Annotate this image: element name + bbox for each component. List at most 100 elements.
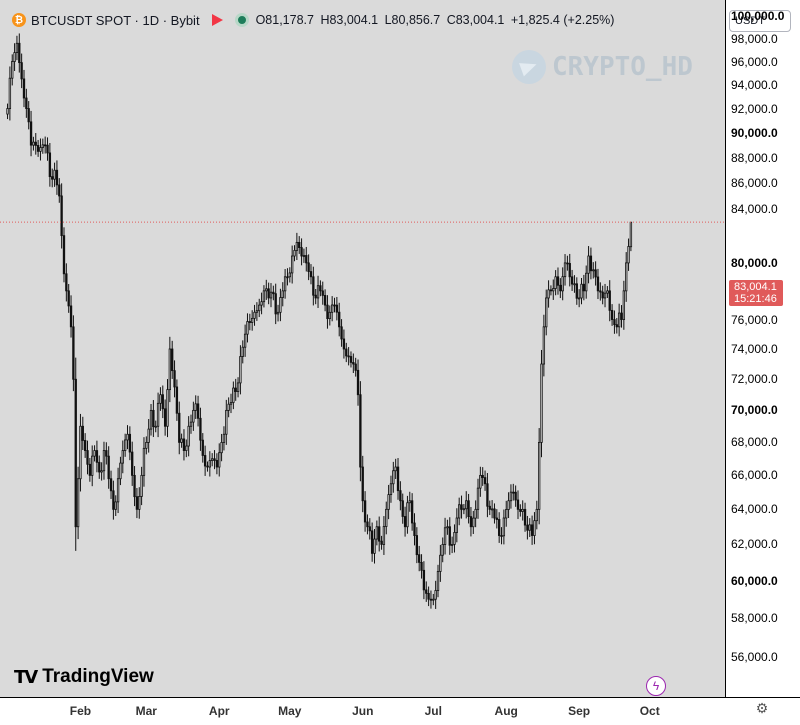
candle	[65, 263, 68, 302]
candle	[267, 282, 270, 305]
candle	[13, 43, 16, 71]
candle	[79, 413, 82, 492]
candle	[606, 286, 609, 298]
gear-icon[interactable]: ⚙	[755, 700, 769, 716]
candle	[88, 457, 92, 482]
candle	[41, 138, 44, 154]
watermark: CRYPTO_HD	[512, 49, 693, 85]
candle	[615, 318, 618, 334]
candle	[549, 285, 553, 296]
symbol-title[interactable]: BTCUSDT SPOT · 1D · Bybit	[31, 12, 200, 28]
price-tick-label: 66,000.0	[731, 468, 778, 483]
price-tick-label: 84,000.0	[731, 202, 778, 216]
candle	[128, 426, 132, 461]
candle	[241, 340, 244, 364]
candle	[279, 288, 282, 322]
candle	[577, 289, 581, 308]
candle	[112, 480, 115, 520]
candle	[603, 283, 607, 308]
candle	[472, 510, 475, 534]
candle	[135, 488, 139, 519]
time-tick-label: Apr	[208, 704, 230, 718]
candle	[196, 395, 200, 427]
tradingview-brand[interactable]: TV TradingView	[14, 666, 154, 688]
candle	[509, 484, 513, 509]
candle	[422, 561, 426, 600]
price-tick-label: 92,000.0	[731, 101, 778, 116]
candle	[582, 274, 586, 301]
candle	[580, 277, 583, 305]
telegram-icon	[512, 50, 546, 84]
candle	[530, 515, 534, 545]
candle	[507, 492, 510, 519]
candle	[413, 513, 416, 546]
candle	[427, 586, 430, 607]
candle	[18, 33, 21, 73]
candle	[465, 491, 468, 519]
candle	[347, 347, 350, 366]
candle	[382, 516, 386, 555]
candle	[554, 270, 557, 296]
candle	[585, 265, 588, 299]
price-tick-label: 68,000.0	[731, 435, 778, 450]
candle	[617, 303, 621, 337]
last-price-value: 83,004.1	[734, 281, 777, 293]
candle	[116, 467, 120, 514]
candle	[203, 445, 207, 476]
candle	[627, 238, 630, 271]
candle	[8, 66, 12, 121]
candle	[126, 425, 129, 450]
candle	[211, 453, 214, 467]
candle	[251, 310, 254, 331]
currency-select[interactable]: USDT	[729, 10, 791, 32]
candle	[474, 500, 477, 528]
lightning-icon[interactable]: ϟ	[646, 676, 666, 696]
candle	[396, 458, 400, 500]
symbol-legend[interactable]: ₿ BTCUSDT SPOT · 1D · Bybit O81,178.7 H8…	[12, 11, 614, 29]
candle	[208, 451, 211, 477]
candle	[519, 504, 522, 517]
candle	[91, 445, 94, 487]
candle	[291, 245, 294, 284]
candle	[537, 428, 541, 525]
candle	[307, 254, 310, 281]
candle	[243, 324, 247, 357]
candle	[95, 440, 99, 473]
chart-pane[interactable]	[0, 0, 725, 697]
candle	[540, 349, 543, 458]
candle	[592, 262, 595, 279]
candle	[368, 518, 371, 540]
price-tick-label: 76,000.0	[731, 312, 778, 327]
candle	[213, 450, 216, 470]
candle	[60, 183, 63, 249]
price-tick-label: 96,000.0	[731, 54, 778, 69]
candle	[375, 520, 379, 546]
candle	[276, 304, 280, 322]
candle	[596, 268, 600, 300]
candle	[486, 473, 489, 518]
candle	[189, 414, 193, 434]
candle	[523, 502, 527, 532]
candle	[587, 246, 590, 284]
candle	[288, 267, 291, 283]
candle	[535, 500, 538, 530]
candle	[168, 336, 172, 403]
candle	[401, 493, 404, 524]
time-tick-label: Jul	[424, 704, 442, 718]
time-axis[interactable]	[0, 697, 800, 725]
candle	[460, 495, 463, 519]
price-tick-label: 90,000.0	[731, 125, 778, 140]
tradingview-text: TradingView	[42, 666, 154, 687]
candle	[51, 168, 54, 188]
candle	[225, 399, 228, 445]
price-scale[interactable]	[725, 0, 800, 697]
candle	[178, 401, 181, 455]
candle	[622, 280, 626, 330]
candle	[354, 357, 357, 377]
candle	[366, 514, 369, 535]
candle	[570, 269, 574, 291]
candle	[55, 160, 59, 195]
flag-icon[interactable]	[211, 14, 223, 26]
candle	[272, 285, 275, 301]
candle	[234, 378, 237, 401]
